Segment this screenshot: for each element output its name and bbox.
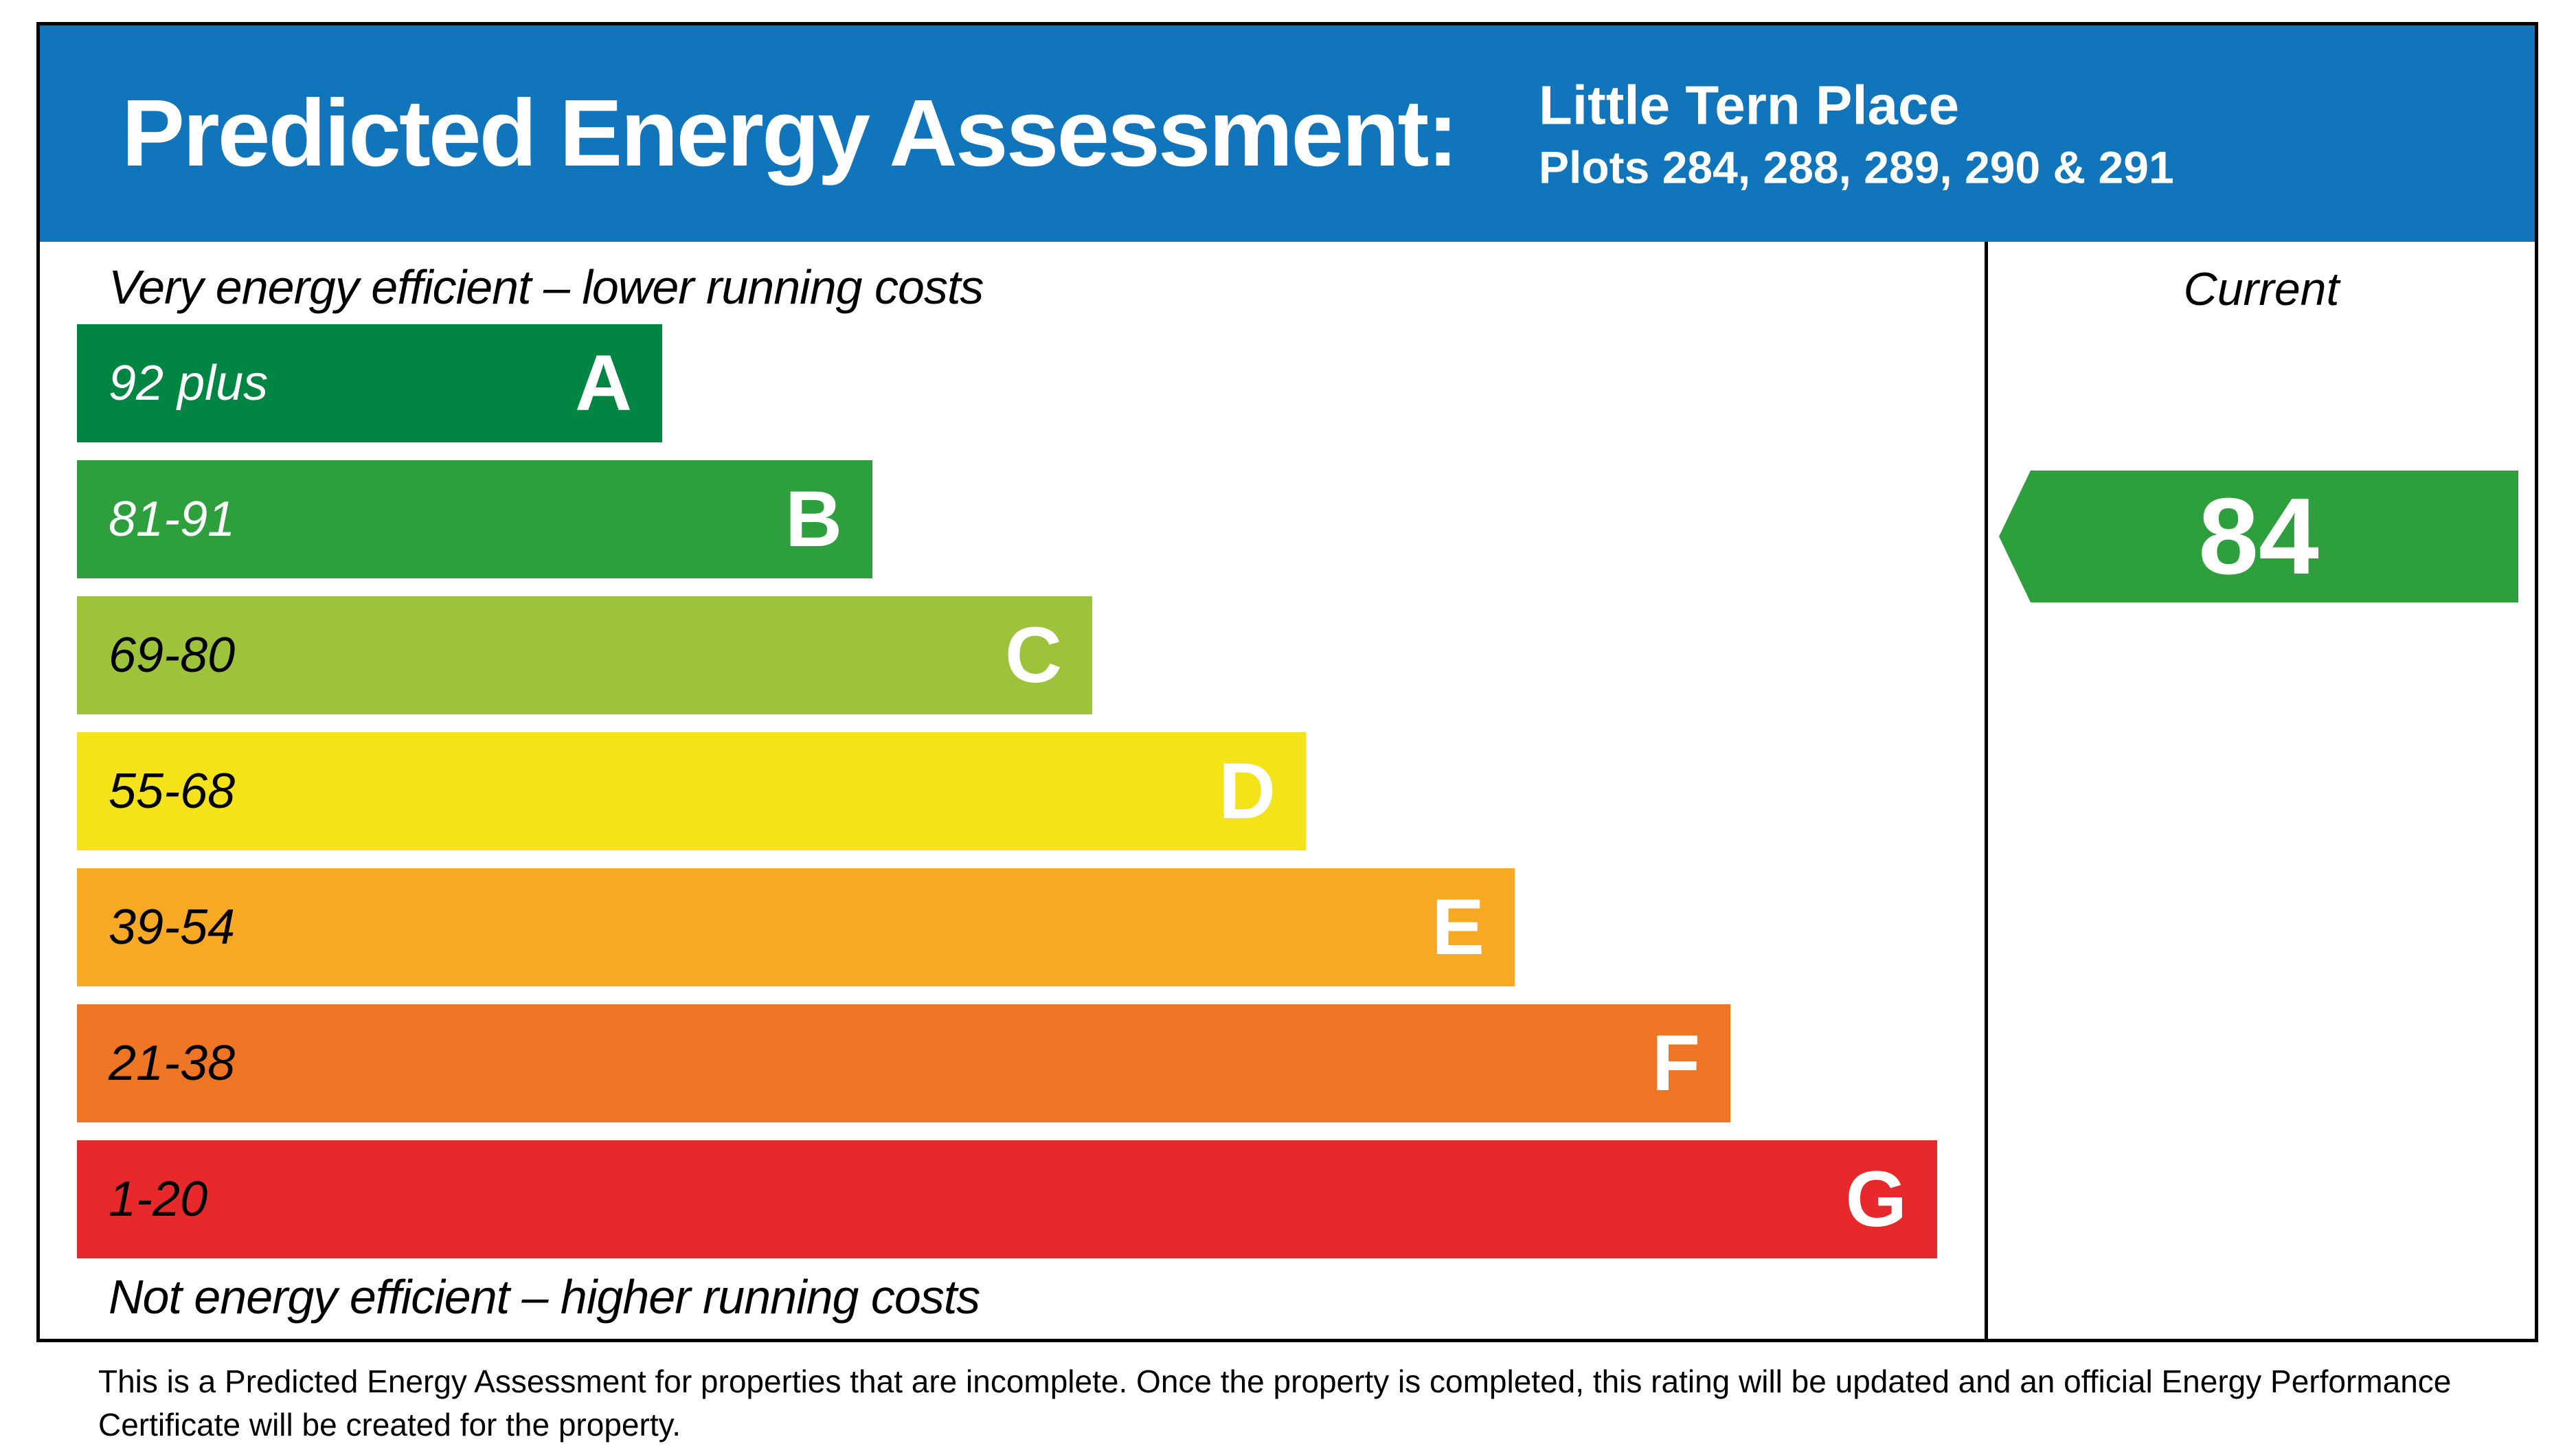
property-info: Little Tern Place Plots 284, 288, 289, 2… [1539, 76, 2174, 191]
epc-rating-chart: Very energy efficient – lower running co… [40, 242, 2535, 1339]
epc-bands: 92 plus A 81-91 B 69-80 C 55-68 D 39-54 E 21-38 F 1-… [77, 324, 1937, 1276]
caption-very-efficient: Very energy efficient – lower running co… [109, 260, 984, 314]
band-range-label: 55-68 [109, 764, 236, 819]
band-letter: A [574, 339, 632, 427]
epc-band-c: 69-80 C [77, 596, 1092, 714]
epc-chart-frame: Predicted Energy Assessment: Little Tern… [36, 22, 2538, 1342]
epc-band-e: 39-54 E [77, 868, 1515, 986]
epc-band-f: 21-38 F [77, 1004, 1730, 1122]
band-letter: G [1845, 1155, 1907, 1243]
band-range-label: 1-20 [109, 1172, 208, 1227]
epc-band-g: 1-20 G [77, 1140, 1937, 1258]
header-bar: Predicted Energy Assessment: Little Tern… [40, 25, 2535, 242]
plot-numbers: Plots 284, 288, 289, 290 & 291 [1539, 141, 2174, 192]
development-name: Little Tern Place [1539, 73, 1960, 135]
current-rating-value: 84 [2198, 476, 2319, 597]
band-range-label: 92 plus [109, 356, 269, 411]
epc-band-d: 55-68 D [77, 732, 1306, 850]
band-letter: F [1651, 1019, 1700, 1107]
page-title: Predicted Energy Assessment: [122, 80, 1458, 186]
current-column-divider [1985, 242, 1988, 1339]
band-letter: D [1218, 747, 1276, 835]
band-range-label: 81-91 [109, 492, 236, 547]
epc-band-b: 81-91 B [77, 460, 872, 578]
band-letter: E [1432, 883, 1484, 971]
current-column: Current 84 [1988, 242, 2535, 1339]
band-range-label: 39-54 [109, 900, 236, 955]
epc-band-a: 92 plus A [77, 324, 662, 442]
band-letter: B [784, 475, 842, 563]
band-range-label: 69-80 [109, 628, 236, 683]
band-range-label: 21-38 [109, 1036, 236, 1091]
caption-not-efficient: Not energy efficient – higher running co… [109, 1270, 980, 1324]
current-column-header: Current [2183, 263, 2340, 315]
footnote: This is a Predicted Energy Assessment fo… [98, 1364, 2452, 1443]
current-rating-arrow: 84 [1999, 471, 2518, 602]
band-letter: C [1004, 611, 1062, 699]
